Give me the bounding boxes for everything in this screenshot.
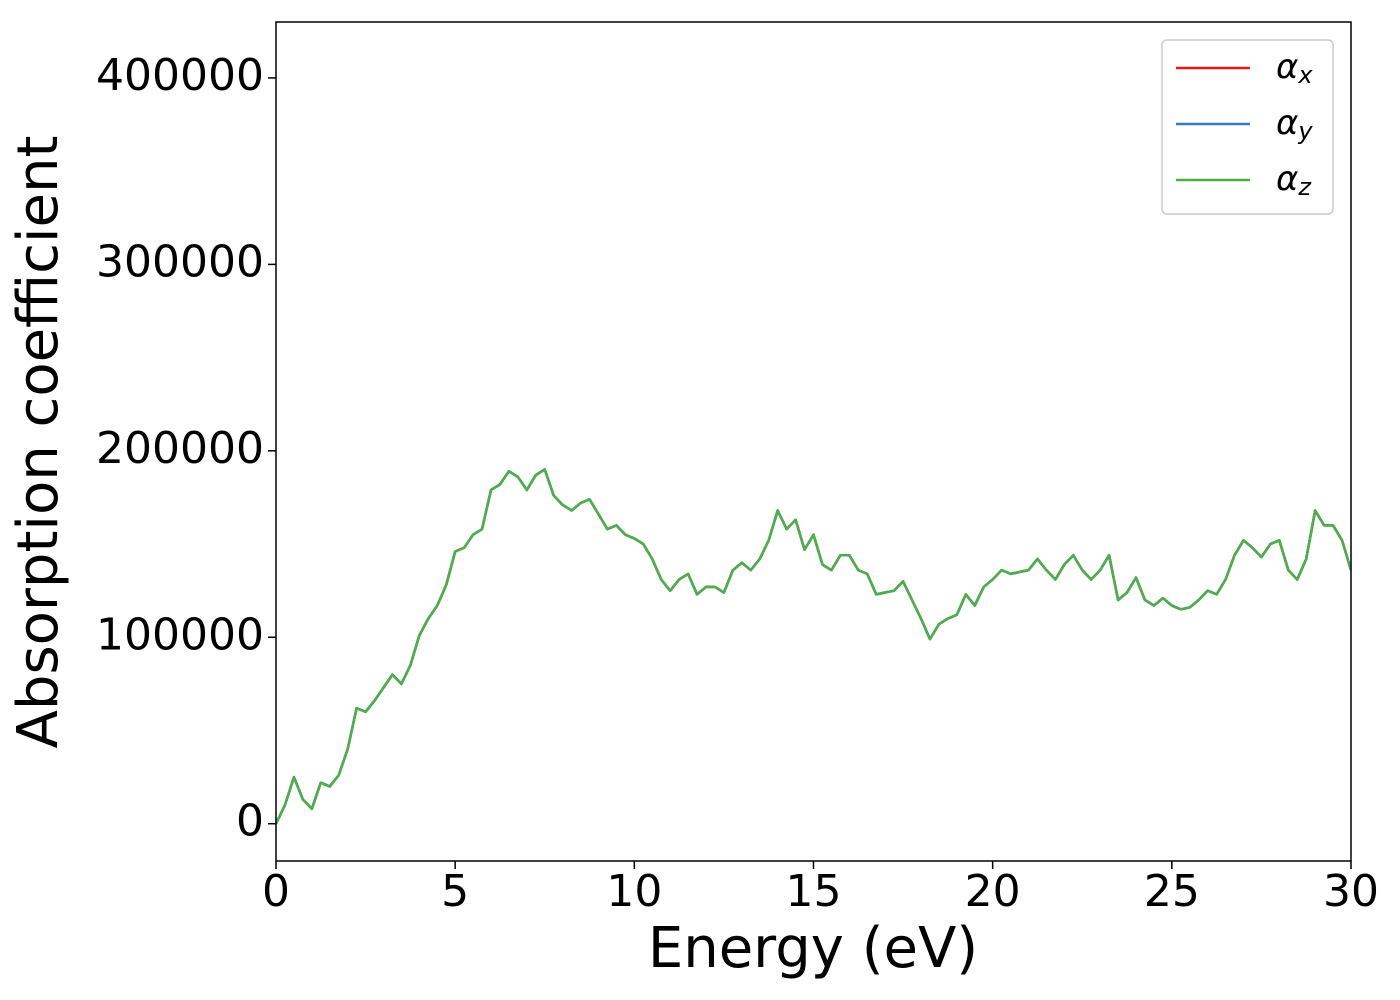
x-tick-label: 10 [606, 866, 662, 917]
y-axis-label: Absorption coefficient [6, 136, 71, 749]
y-tick-label: 400000 [96, 50, 264, 101]
x-axis-label: Energy (eV) [648, 916, 978, 981]
y-tick-label: 100000 [96, 609, 264, 660]
legend-label: αy [1276, 103, 1313, 146]
x-tick-label: 20 [965, 866, 1021, 917]
plot-frame [275, 21, 1352, 862]
x-tick-label: 0 [262, 866, 290, 917]
x-tick-label: 30 [1323, 866, 1379, 917]
y-tick-label: 0 [236, 796, 264, 847]
legend-label: αx [1276, 47, 1313, 90]
y-tick-label: 200000 [96, 423, 264, 474]
x-tick-label: 15 [786, 866, 842, 917]
legend-box [1161, 39, 1334, 215]
x-tick-label: 5 [441, 866, 469, 917]
x-tick-label: 25 [1144, 866, 1200, 917]
data-line [276, 468, 1351, 825]
y-tick-label: 300000 [96, 236, 264, 287]
legend-label: αz [1276, 159, 1312, 202]
